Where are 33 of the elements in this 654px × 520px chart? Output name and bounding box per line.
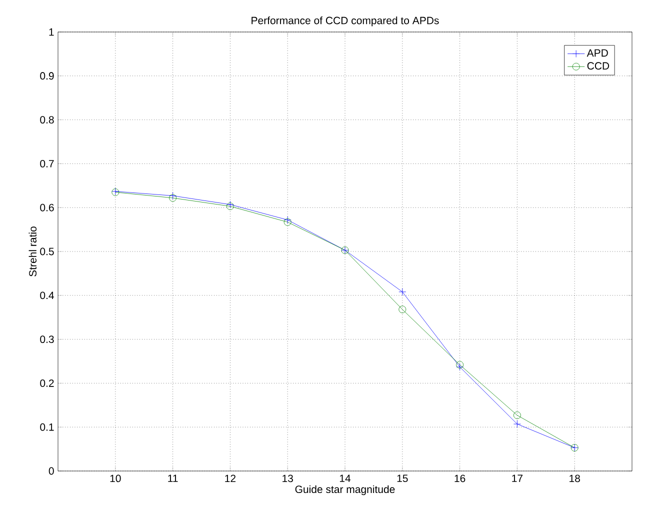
y-tick-label: 0.2 <box>40 379 54 387</box>
point <box>456 361 464 368</box>
x-axis-title: Guide star magnitude <box>295 485 395 496</box>
x-tick-label: 17 <box>512 474 523 482</box>
legend-label: APD <box>586 49 608 57</box>
y-tick-label: 0.7 <box>40 160 54 168</box>
point <box>169 192 176 200</box>
legend-label: CCD <box>587 62 610 70</box>
y-axis-title: Strehl ratio <box>28 226 37 276</box>
y-tick-label: 0 <box>48 467 54 475</box>
point <box>398 288 406 296</box>
x-tick-label: 14 <box>340 474 351 482</box>
point <box>169 194 176 202</box>
y-tick-label: 0.6 <box>40 204 54 212</box>
point <box>456 363 464 371</box>
x-tick-label: 10 <box>110 474 121 482</box>
y-tick-label: 0.3 <box>40 336 54 344</box>
y-tick-label: 0.4 <box>40 292 54 300</box>
point <box>514 412 521 419</box>
chart-title: Performance of CCD compared to APDs <box>252 16 439 26</box>
x-tick-label: 12 <box>225 474 236 482</box>
x-tick-label: 15 <box>397 474 408 482</box>
x-tick-label: 11 <box>168 474 178 482</box>
y-tick-label: 0.8 <box>40 116 54 124</box>
x-tick-label: 13 <box>282 474 293 482</box>
point <box>398 306 406 314</box>
x-tick-label: 18 <box>570 474 580 482</box>
y-tick-label: 0.9 <box>40 72 54 80</box>
y-tick-label: 0.5 <box>40 248 54 256</box>
point <box>514 420 521 428</box>
y-tick-label: 0.1 <box>40 423 54 431</box>
y-tick-label: 1 <box>49 28 54 36</box>
x-tick-label: 16 <box>454 474 466 482</box>
